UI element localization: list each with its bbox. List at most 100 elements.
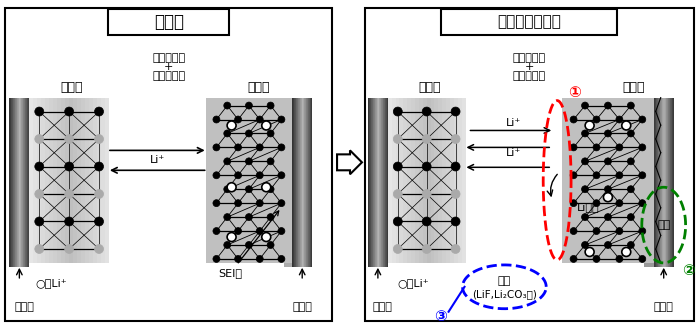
Circle shape <box>593 228 600 234</box>
FancyBboxPatch shape <box>644 97 654 267</box>
Circle shape <box>393 162 402 171</box>
Circle shape <box>582 130 589 137</box>
Circle shape <box>246 130 253 137</box>
Circle shape <box>267 130 274 137</box>
FancyBboxPatch shape <box>395 97 400 263</box>
FancyBboxPatch shape <box>403 97 407 263</box>
Circle shape <box>227 232 236 242</box>
Circle shape <box>246 158 253 165</box>
Text: 被膜: 被膜 <box>498 276 511 286</box>
FancyBboxPatch shape <box>97 97 101 263</box>
FancyBboxPatch shape <box>89 97 93 263</box>
Circle shape <box>246 214 253 221</box>
FancyBboxPatch shape <box>430 97 435 263</box>
Circle shape <box>234 256 241 262</box>
Circle shape <box>262 183 271 192</box>
FancyBboxPatch shape <box>365 8 694 321</box>
FancyBboxPatch shape <box>454 97 458 263</box>
Circle shape <box>627 130 634 137</box>
Circle shape <box>393 135 402 143</box>
FancyBboxPatch shape <box>446 97 450 263</box>
FancyBboxPatch shape <box>392 97 396 263</box>
Circle shape <box>64 189 74 199</box>
Circle shape <box>451 107 460 116</box>
Circle shape <box>627 214 634 221</box>
Circle shape <box>622 121 631 130</box>
Circle shape <box>213 172 220 179</box>
Circle shape <box>639 256 646 262</box>
FancyBboxPatch shape <box>81 97 85 263</box>
FancyArrow shape <box>337 150 362 174</box>
FancyBboxPatch shape <box>562 97 654 263</box>
Circle shape <box>35 107 44 116</box>
FancyBboxPatch shape <box>85 97 89 263</box>
FancyBboxPatch shape <box>284 97 292 267</box>
Circle shape <box>622 247 631 257</box>
Circle shape <box>616 116 623 123</box>
FancyBboxPatch shape <box>77 97 81 263</box>
Circle shape <box>451 162 460 171</box>
FancyBboxPatch shape <box>53 97 57 263</box>
Circle shape <box>224 158 231 165</box>
Text: 負　極: 負 極 <box>247 81 270 94</box>
Text: 初　期: 初 期 <box>154 13 183 31</box>
Circle shape <box>627 102 634 109</box>
Circle shape <box>267 186 274 193</box>
Text: 有機電解液: 有機電解液 <box>152 71 186 81</box>
FancyBboxPatch shape <box>411 97 415 263</box>
Text: ○：Li⁺: ○：Li⁺ <box>36 278 67 288</box>
Circle shape <box>593 256 600 262</box>
Circle shape <box>393 217 402 226</box>
Circle shape <box>278 200 285 207</box>
Circle shape <box>262 121 271 130</box>
Circle shape <box>256 116 263 123</box>
Circle shape <box>213 200 220 207</box>
Circle shape <box>603 193 612 202</box>
FancyBboxPatch shape <box>57 97 61 263</box>
Circle shape <box>227 121 236 130</box>
FancyBboxPatch shape <box>93 97 97 263</box>
Circle shape <box>582 186 589 193</box>
Circle shape <box>224 242 231 248</box>
FancyBboxPatch shape <box>441 9 617 35</box>
Circle shape <box>94 244 104 253</box>
Circle shape <box>35 162 44 171</box>
Circle shape <box>604 214 611 221</box>
Circle shape <box>393 189 402 199</box>
FancyBboxPatch shape <box>427 97 430 263</box>
Circle shape <box>213 116 220 123</box>
Circle shape <box>616 228 623 234</box>
Circle shape <box>616 200 623 207</box>
Circle shape <box>451 135 460 143</box>
Text: ②: ② <box>682 263 695 278</box>
Circle shape <box>256 172 263 179</box>
Circle shape <box>224 186 231 193</box>
Text: (LiF,Li₂CO₃等): (LiF,Li₂CO₃等) <box>472 289 537 299</box>
Circle shape <box>256 144 263 151</box>
Circle shape <box>451 217 460 226</box>
Circle shape <box>94 217 104 226</box>
Circle shape <box>234 172 241 179</box>
Circle shape <box>262 232 271 242</box>
Circle shape <box>422 189 431 199</box>
Circle shape <box>213 256 220 262</box>
Text: Li損失: Li損失 <box>577 202 600 212</box>
Circle shape <box>64 244 74 253</box>
Circle shape <box>234 200 241 207</box>
FancyBboxPatch shape <box>61 97 65 263</box>
FancyBboxPatch shape <box>108 9 230 35</box>
Circle shape <box>35 189 44 199</box>
Text: Li⁺: Li⁺ <box>506 148 522 158</box>
FancyBboxPatch shape <box>101 97 105 263</box>
Circle shape <box>64 217 74 226</box>
Circle shape <box>639 144 646 151</box>
Circle shape <box>451 244 460 253</box>
Circle shape <box>582 102 589 109</box>
Circle shape <box>64 107 74 116</box>
Text: セパレータ: セパレータ <box>512 53 546 63</box>
Circle shape <box>585 121 594 130</box>
Circle shape <box>213 144 220 151</box>
Circle shape <box>278 144 285 151</box>
Text: ③: ③ <box>434 309 447 324</box>
Circle shape <box>267 102 274 109</box>
